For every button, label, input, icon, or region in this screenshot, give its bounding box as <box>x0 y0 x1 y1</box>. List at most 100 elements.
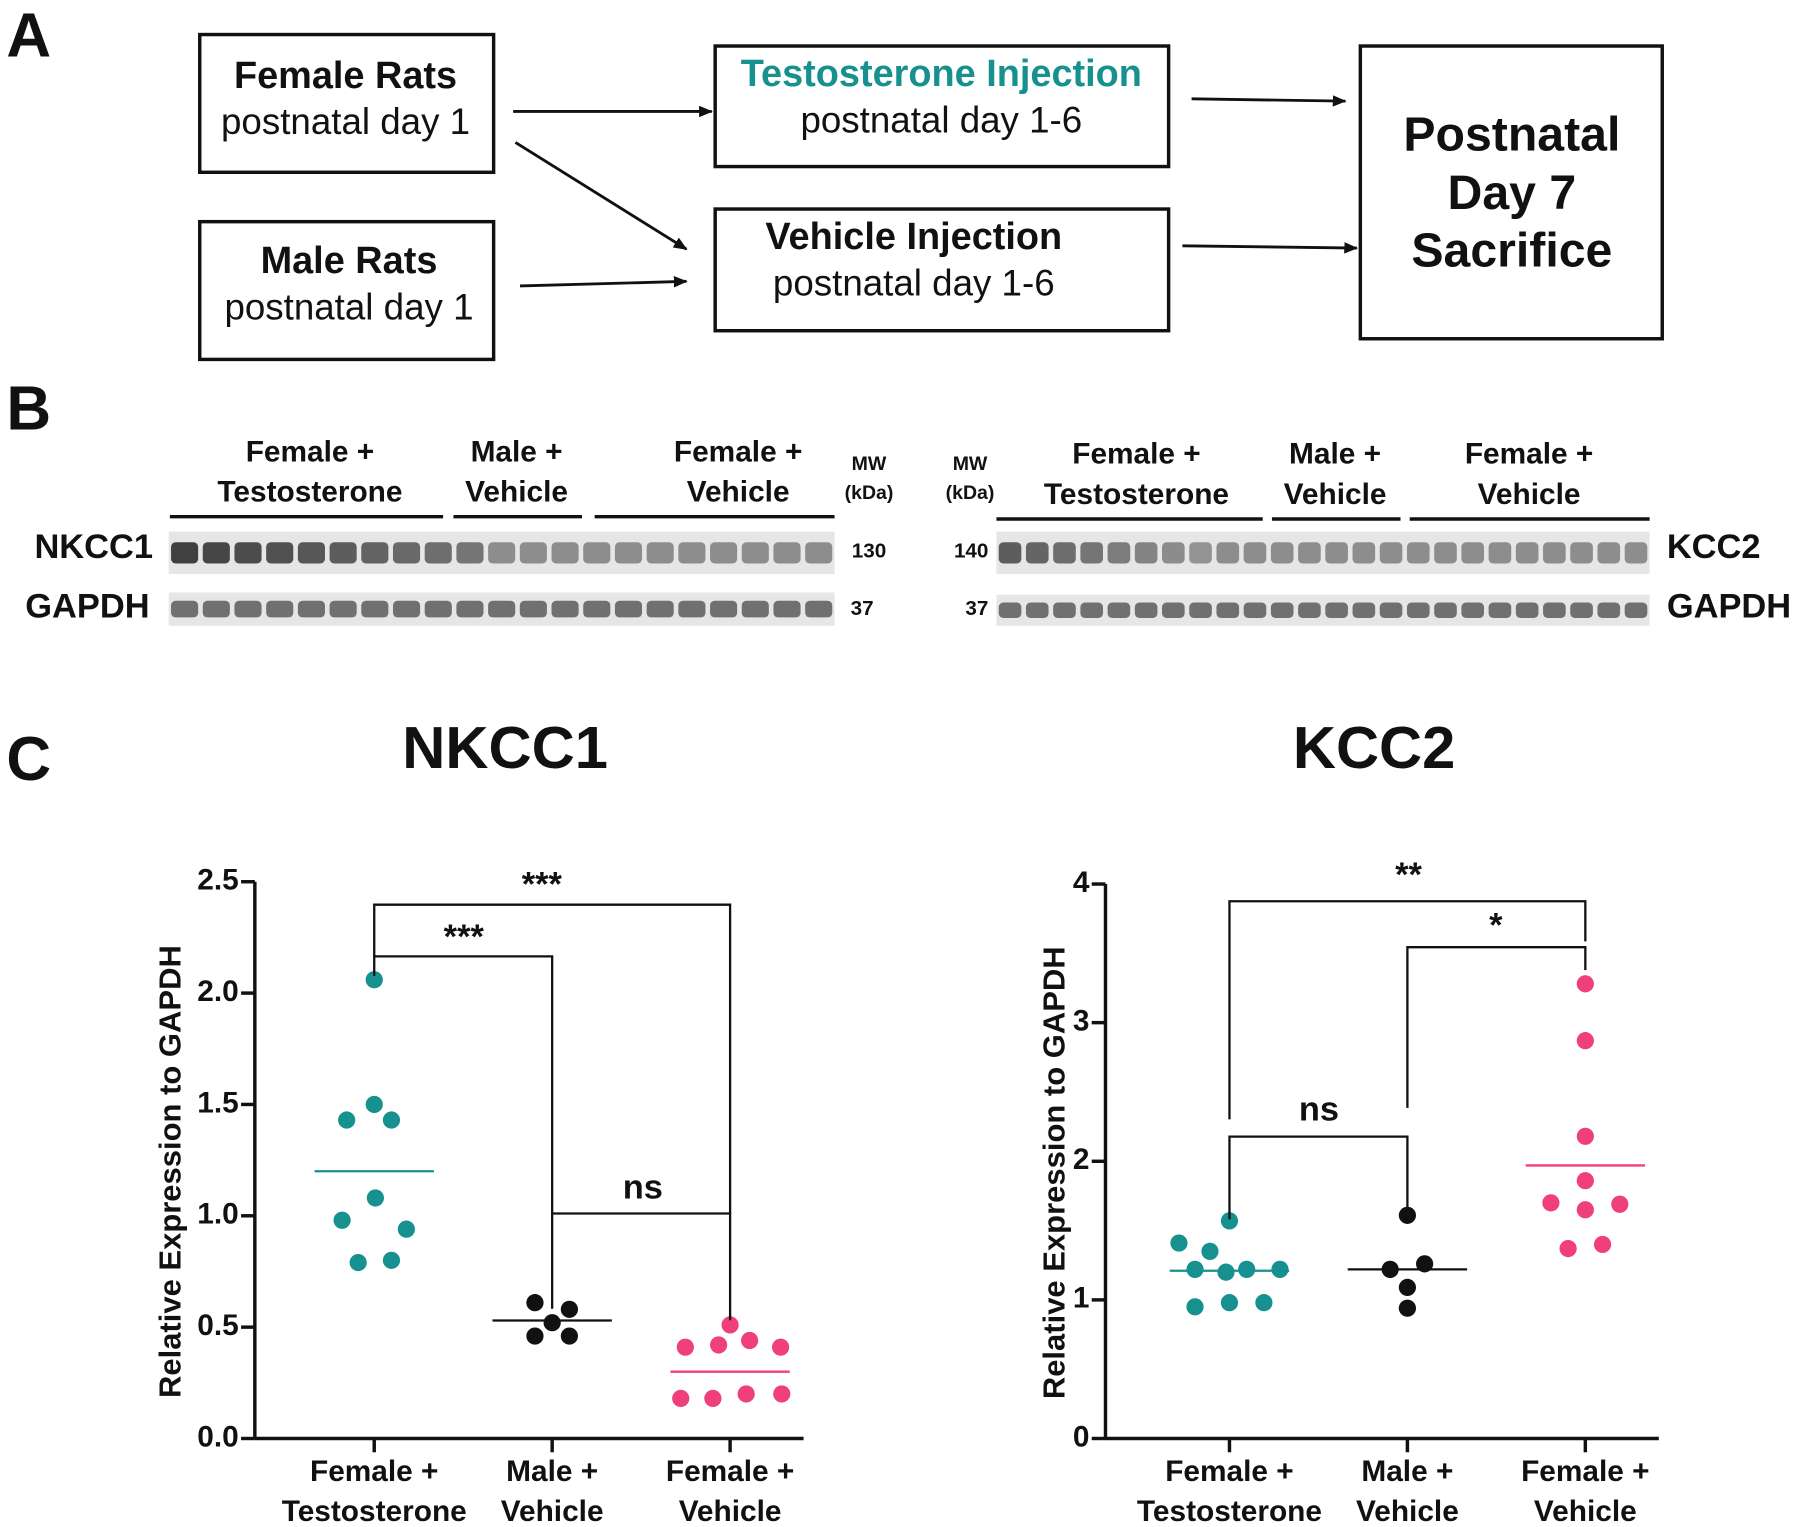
x-tick-label: Testosterone <box>282 1495 467 1527</box>
blot-band <box>1624 602 1648 618</box>
blot-band <box>678 542 706 564</box>
blot-band <box>266 600 294 618</box>
data-point <box>1255 1294 1273 1312</box>
diagram-box <box>198 32 496 175</box>
significance-label: *** <box>522 865 563 903</box>
blot-band <box>1270 542 1294 564</box>
y-tick-label: 1 <box>1073 1282 1090 1315</box>
data-point <box>382 1111 401 1129</box>
panel-label: B <box>6 375 51 444</box>
node-title: Female Rats <box>234 55 457 97</box>
blot-band <box>1298 542 1321 564</box>
protein-label: GAPDH <box>1667 588 1791 626</box>
blot-band <box>1406 602 1430 618</box>
data-point <box>1186 1260 1204 1278</box>
data-point <box>526 1294 544 1312</box>
data-point <box>676 1338 694 1356</box>
blot-band <box>488 542 516 564</box>
mw-value: 37 <box>851 597 874 620</box>
blot-band <box>1461 602 1485 618</box>
x-tick-label: Female + <box>1165 1455 1294 1488</box>
chart-title: KCC2 <box>1293 714 1456 781</box>
blot-band <box>1053 542 1076 564</box>
significance-bracket <box>551 1212 732 1321</box>
x-tick-label: Male + <box>1361 1455 1453 1488</box>
blot-group-label: Male + <box>1289 438 1381 471</box>
y-axis-label: Relative Expression to GAPDH <box>1036 946 1071 1399</box>
blot-group-label: Vehicle <box>1284 478 1387 511</box>
panel-label: A <box>6 2 51 71</box>
data-point <box>1576 1172 1594 1190</box>
x-tick-label: Female + <box>1521 1455 1650 1488</box>
data-point <box>772 1338 790 1356</box>
significance-label: ** <box>1395 856 1422 894</box>
blot-band <box>456 600 484 618</box>
x-tick-label: Vehicle <box>1356 1495 1459 1527</box>
y-tick-label: 3 <box>1073 1005 1090 1038</box>
blot-band <box>773 542 801 564</box>
blot-band <box>741 542 769 564</box>
blot-group-label: Female + <box>1465 438 1594 471</box>
blot-band <box>1080 602 1103 618</box>
blot-strip <box>996 531 1650 575</box>
node-label: Postnatal <box>1403 108 1620 162</box>
blot-band <box>1379 602 1403 618</box>
mw-header: MW <box>953 453 988 475</box>
data-point <box>710 1336 728 1354</box>
blot-band <box>1624 542 1648 564</box>
data-point <box>741 1331 759 1350</box>
significance-label: *** <box>444 918 485 956</box>
data-point <box>1271 1260 1289 1278</box>
blot-band <box>614 542 643 564</box>
blot-band <box>329 600 357 618</box>
data-point <box>1576 975 1594 993</box>
data-point <box>1170 1234 1188 1252</box>
node-subtitle: postnatal day 1 <box>221 101 470 142</box>
significance-bracket <box>373 903 732 1214</box>
blot-band <box>1162 542 1185 564</box>
blot-group-label: Female + <box>674 435 803 468</box>
blot-band <box>361 542 389 564</box>
arrows <box>513 95 1359 288</box>
node-subtitle: postnatal day 1-6 <box>773 263 1055 304</box>
blot-band <box>998 602 1022 618</box>
data-point <box>1576 1032 1594 1050</box>
blot-band <box>266 542 294 564</box>
blot-band <box>773 600 801 618</box>
blot-band <box>1515 602 1539 618</box>
blot-band <box>1461 542 1485 564</box>
diagram-box <box>198 219 496 362</box>
blot-band <box>1134 542 1158 564</box>
blot-band <box>741 600 769 618</box>
protein-label: NKCC1 <box>34 528 153 566</box>
y-tick-label: 4 <box>1073 866 1090 899</box>
mw-header: (kDa) <box>946 482 995 504</box>
mw-header: MW <box>852 453 887 475</box>
data-point <box>704 1389 722 1408</box>
node-title: Vehicle Injection <box>765 216 1062 258</box>
x-tick-label: Vehicle <box>501 1495 604 1527</box>
blot-band <box>646 600 674 618</box>
data-point <box>1398 1278 1417 1297</box>
data-point <box>1220 1212 1239 1230</box>
blot-band <box>1270 602 1294 618</box>
significance-bracket <box>1406 946 1587 1108</box>
x-tick-label: Male + <box>506 1455 598 1488</box>
blot-band <box>1570 542 1593 564</box>
protein-label: GAPDH <box>25 588 149 626</box>
node-label: Sacrifice <box>1411 224 1612 278</box>
node-subtitle: postnatal day 1-6 <box>800 100 1082 141</box>
blot-band <box>1134 602 1158 618</box>
blot-band <box>424 542 452 564</box>
y-tick-label: 2.0 <box>197 975 238 1008</box>
diagram-box <box>713 207 1171 333</box>
mw-value: 37 <box>965 597 988 620</box>
blot-band <box>551 542 579 564</box>
blot-band <box>710 542 738 564</box>
data-point <box>1201 1242 1219 1260</box>
blot-band <box>1107 602 1131 618</box>
blot-band <box>614 600 643 618</box>
data-point <box>1559 1239 1577 1258</box>
blot-band <box>1025 542 1049 564</box>
y-tick-label: 0.5 <box>197 1309 238 1342</box>
